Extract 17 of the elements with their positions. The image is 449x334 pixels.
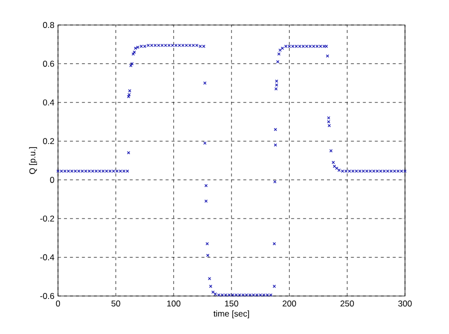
y-tick-label: -0.4 [40,254,54,260]
x-tick-label: 200 [282,300,296,307]
x-tick-label: 250 [340,300,354,307]
y-tick-label: -0.6 [40,293,54,299]
x-tick-label: 150 [225,300,238,307]
x-tick-label: 50 [111,300,120,307]
x-axis-title: time [sec] [214,310,250,318]
y-tick-label: 0.4 [43,99,54,106]
y-axis-title: Q [p.u.] [29,147,38,174]
x-tick-label: 100 [167,300,180,307]
x-tick-label: 300 [398,300,412,307]
x-tick-label: 0 [56,300,60,307]
y-tick-label: 0.6 [43,60,54,67]
y-tick-label: -0.2 [40,216,54,222]
y-tick-label: 0 [50,176,54,183]
y-tick-label: 0.8 [43,22,54,28]
y-tick-label: 0.2 [43,138,54,144]
